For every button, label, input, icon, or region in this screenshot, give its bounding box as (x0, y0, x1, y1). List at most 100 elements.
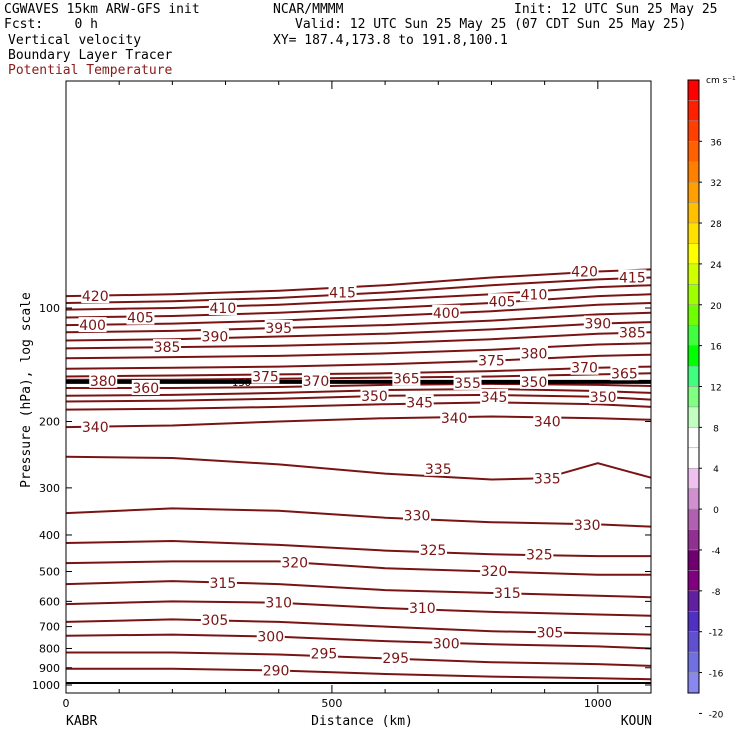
contour-label: 305 (202, 613, 229, 629)
contour-label-bg (570, 359, 599, 375)
contour-label-bg (153, 339, 182, 355)
contour-label: 405 (489, 294, 516, 310)
isentrope-340 (65, 415, 652, 429)
field-potential-temperature: Potential Temperature (8, 63, 173, 78)
contour-label: 325 (526, 548, 553, 564)
contour-label: 320 (481, 564, 508, 580)
isentrope-395 (65, 311, 652, 334)
isentrope-320 (65, 560, 651, 576)
contour-label-bg (453, 374, 482, 390)
contour-label-bg (81, 419, 110, 435)
y-tick-label: 700 (39, 621, 60, 634)
isentrope-410 (65, 284, 652, 311)
y-tick-label: 300 (39, 482, 60, 495)
contour-label: 315 (494, 586, 521, 602)
x-tick-label: 500 (321, 697, 342, 710)
contour-label-bg (200, 611, 229, 627)
isentrope-300 (65, 633, 652, 650)
contour-label-bg (440, 410, 469, 426)
contour-label: 390 (584, 317, 611, 333)
contour-label-bg (280, 554, 309, 570)
contour-label-bg (131, 379, 160, 395)
contour-label-bg (251, 368, 280, 384)
contour-label-bg (301, 372, 330, 388)
isentrope-415 (65, 276, 652, 304)
contour-label: 330 (574, 518, 601, 534)
y-tick-label: 600 (39, 595, 60, 608)
y-tick-label: 800 (39, 642, 60, 655)
isentrope-330 (65, 507, 652, 528)
field-vertical-velocity: Vertical velocity (8, 33, 142, 48)
contour-label-bg (610, 365, 639, 381)
contour-label-bg (480, 562, 509, 578)
contour-label: 375 (478, 354, 505, 370)
y-tick-label: 1000 (32, 679, 60, 692)
contour-label: 350 (361, 389, 388, 405)
isentrope-380 (65, 342, 652, 360)
contour-label: 380 (521, 346, 548, 362)
forecast-hour: Fcst: 0 h (4, 17, 98, 32)
contour-label-bg (403, 507, 431, 523)
x-axis-label: Distance (km) (311, 714, 413, 729)
contour-label-bg (328, 284, 357, 300)
cross-section-coords: XY= 187.4,173.8 to 191.8,100.1 (273, 33, 508, 48)
contour-label-bg (360, 387, 389, 403)
contour-label-bg (533, 413, 562, 429)
contour-label: 350 (521, 375, 548, 391)
field-boundary-layer-tracer: Boundary Layer Tracer (8, 48, 173, 63)
contour-label: 335 (425, 462, 452, 478)
contour-label-bg (573, 516, 602, 532)
contour-label-bg (208, 299, 237, 315)
contour-label: 355 (454, 376, 481, 392)
contour-label-bg (533, 470, 562, 486)
contour-label-bg (78, 317, 107, 333)
contour-label-bg (589, 388, 618, 404)
contour-label: 310 (409, 601, 436, 617)
contour-label-bg (424, 460, 453, 476)
contour-label-bg (520, 373, 548, 389)
contour-label-bg (264, 594, 293, 610)
contour-label: 350 (590, 390, 617, 406)
init-time: Init: 12 UTC Sun 25 May 25 (514, 2, 718, 17)
contour-label-layer: 420 405 410 415 420 415 400 390 395 400 405 410 390 3… (78, 263, 647, 679)
isentrope-360 (66, 382, 652, 389)
contour-label-bg (418, 541, 447, 557)
contour-label-bg (256, 628, 285, 644)
contour-label: 335 (534, 471, 561, 487)
isentrope-335 (65, 455, 652, 481)
y-tick-label: 500 (39, 566, 60, 579)
contour-label: 385 (154, 340, 181, 356)
contour-label: 395 (265, 321, 292, 337)
left-endpoint-label: KABR (66, 714, 97, 729)
organization: NCAR/MMMM (273, 2, 344, 17)
tropopause-label: 150 (232, 378, 251, 389)
contour-label: 400 (79, 318, 106, 334)
contour-label: 415 (329, 286, 356, 302)
contour-label: 340 (82, 420, 109, 436)
isentrope-405 (65, 293, 652, 319)
y-tick-label: 200 (39, 415, 60, 428)
isentrope-315 (65, 580, 652, 599)
contour-label-bg (309, 645, 338, 661)
contour-label: 340 (441, 411, 468, 427)
contour-label: 300 (257, 629, 284, 645)
y-tick-label: 900 (39, 662, 60, 675)
contour-label-bg (208, 574, 237, 590)
contour-label-bg (432, 304, 461, 320)
contour-label-bg (264, 320, 293, 336)
contour-label: 400 (433, 306, 460, 322)
contour-label: 320 (281, 555, 308, 571)
contour-label-bg (200, 328, 229, 344)
model-title: CGWAVES 15km ARW-GFS init (4, 2, 200, 17)
contour-label: 390 (202, 329, 229, 345)
isentrope-375 (65, 353, 652, 370)
contour-label-bg (493, 584, 522, 600)
contour-label-bg (392, 370, 421, 386)
contour-label: 405 (127, 311, 154, 327)
contour-label: 305 (537, 625, 564, 641)
contour-label: 360 (132, 381, 159, 397)
contour-label: 370 (571, 361, 598, 377)
isentrope-420 (65, 268, 652, 298)
isentrope-400 (65, 302, 652, 327)
contour-label-bg (570, 263, 599, 279)
